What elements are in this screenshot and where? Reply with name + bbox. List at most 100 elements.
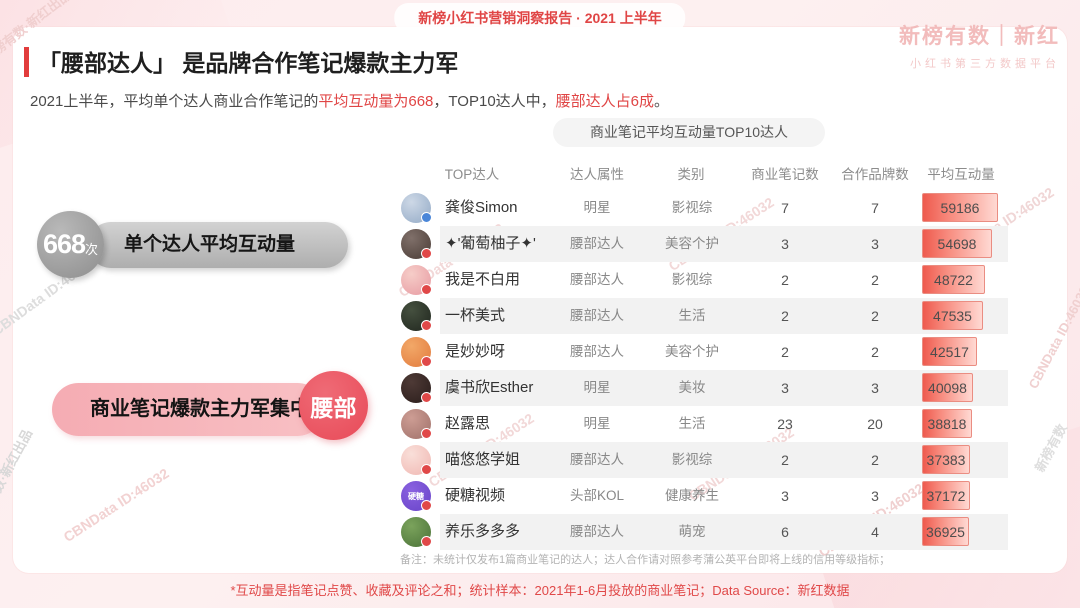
table-row-stripe xyxy=(440,370,1008,406)
statement-highlight: 腰部 xyxy=(310,394,357,421)
daren-name: 养乐多多多 xyxy=(445,523,521,540)
page-footer-note: *互动量是指笔记点赞、收藏及评论之和；统计样本：2021年1-6月投放的商业笔记… xyxy=(230,583,850,598)
title-accent-bar xyxy=(24,47,29,77)
notes-count: 3 xyxy=(781,380,789,396)
daren-type: 腰部达人 xyxy=(570,272,624,287)
avatar-badge-icon xyxy=(421,464,432,475)
engagement-bar: 37172 xyxy=(922,481,970,510)
notes-count: 2 xyxy=(781,344,789,360)
table-header-engagement: 平均互动量 xyxy=(927,167,995,182)
subtitle-text: 2021上半年，平均单个达人商业合作笔记的 xyxy=(30,93,319,110)
avatar-badge-icon xyxy=(421,500,432,511)
subtitle-highlight: 平均互动量为668 xyxy=(318,93,434,110)
subtitle: 2021上半年，平均单个达人商业合作笔记的平均互动量为668，TOP10达人中，… xyxy=(30,90,669,111)
brands-count: 2 xyxy=(871,452,879,468)
statement-pill xyxy=(52,383,324,436)
metric-unit: 次 xyxy=(85,242,99,257)
avatar-badge-icon xyxy=(421,392,432,403)
subtitle-highlight: 腰部达人占6成 xyxy=(555,93,654,110)
statement-text: 商业笔记爆款主力军集中在 xyxy=(90,398,330,420)
brands-count: 3 xyxy=(871,488,879,504)
engagement-bar: 47535 xyxy=(922,301,983,330)
engagement-bar: 48722 xyxy=(922,265,985,294)
notes-count: 3 xyxy=(781,236,789,252)
brands-count: 20 xyxy=(867,416,883,432)
daren-name: 是妙妙呀 xyxy=(445,343,506,360)
notes-count: 23 xyxy=(777,416,793,432)
daren-type: 腰部达人 xyxy=(570,344,624,359)
statement-highlight-circle: 腰部 xyxy=(299,371,368,440)
brands-count: 2 xyxy=(871,344,879,360)
avatar-badge-icon xyxy=(421,212,432,223)
daren-category: 萌宠 xyxy=(678,524,706,539)
table-header-notes: 商业笔记数 xyxy=(751,167,819,182)
avatar-badge-icon xyxy=(421,428,432,439)
table-header-type: 达人属性 xyxy=(570,167,624,182)
daren-type: 腰部达人 xyxy=(570,524,624,539)
daren-name: 一杯美式 xyxy=(445,307,506,324)
engagement-bar: 59186 xyxy=(922,193,998,222)
daren-category: 美容个护 xyxy=(665,344,719,359)
daren-category: 影视综 xyxy=(671,452,713,467)
metric-pill xyxy=(88,222,348,268)
engagement-bar: 36925 xyxy=(922,517,969,546)
metric-label: 单个达人平均互动量 xyxy=(124,234,296,255)
subtitle-text: ，TOP10达人中， xyxy=(433,93,556,110)
notes-count: 6 xyxy=(781,524,789,540)
daren-type: 明星 xyxy=(583,200,611,215)
daren-category: 生活 xyxy=(678,416,706,431)
daren-category: 健康养生 xyxy=(665,488,719,503)
engagement-bar: 37383 xyxy=(922,445,970,474)
table-footnote: 备注：未统计仅发布1篇商业笔记的达人；达人合作请对照参考蒲公英平台即将上线的信用… xyxy=(400,554,891,566)
brand-logo-block: 新榜有数｜新红 小红书第三方数据平台 xyxy=(899,20,1060,71)
daren-name: 虞书欣Esther xyxy=(445,379,534,396)
notes-count: 2 xyxy=(781,308,789,324)
avatar-badge-icon xyxy=(421,536,432,547)
notes-count: 3 xyxy=(781,488,789,504)
table-header-top-daren: TOP达人 xyxy=(444,167,500,182)
daren-category: 影视综 xyxy=(671,272,713,287)
daren-type: 腰部达人 xyxy=(570,236,624,251)
daren-name: 龚俊Simon xyxy=(445,199,518,216)
daren-type: 头部KOL xyxy=(569,488,624,503)
daren-category: 美容个护 xyxy=(665,236,719,251)
avatar-badge-icon xyxy=(421,248,432,259)
daren-category: 影视综 xyxy=(671,200,713,215)
brands-count: 2 xyxy=(871,308,879,324)
brands-count: 2 xyxy=(871,272,879,288)
avatar-badge-icon xyxy=(421,284,432,295)
table-row-stripe xyxy=(440,298,1008,334)
daren-type: 明星 xyxy=(583,380,611,395)
daren-name: ✦'葡萄柚子✦' xyxy=(445,235,536,252)
engagement-bar: 40098 xyxy=(922,373,973,402)
table-row-stripe xyxy=(440,514,1008,550)
subtitle-text: 。 xyxy=(654,93,670,110)
notes-count: 7 xyxy=(781,200,789,216)
brands-count: 3 xyxy=(871,236,879,252)
table-header-brands: 合作品牌数 xyxy=(841,167,909,182)
daren-category: 生活 xyxy=(678,308,706,323)
daren-name: 我是不白用 xyxy=(445,271,521,288)
daren-type: 腰部达人 xyxy=(570,452,624,467)
brand-logo: 新榜有数｜新红 xyxy=(899,25,1060,48)
avatar-badge-icon xyxy=(421,356,432,367)
brands-count: 4 xyxy=(871,524,879,540)
brands-count: 7 xyxy=(871,200,879,216)
metric-value: 668 xyxy=(42,229,86,259)
table-row-stripe xyxy=(440,442,1008,478)
table-row-stripe xyxy=(440,226,1008,262)
engagement-bar: 54698 xyxy=(922,229,992,258)
daren-name: 喵悠悠学姐 xyxy=(445,451,521,468)
notes-count: 2 xyxy=(781,452,789,468)
report-banner: 新榜小红书营销洞察报告 · 2021 上半年 xyxy=(394,3,686,33)
daren-category: 美妆 xyxy=(678,380,706,395)
brand-tagline: 小红书第三方数据平台 xyxy=(910,58,1060,70)
brands-count: 3 xyxy=(871,380,879,396)
daren-name: 硬糖视频 xyxy=(445,487,506,504)
engagement-bar: 38818 xyxy=(922,409,972,438)
avatar-badge-icon xyxy=(421,320,432,331)
notes-count: 2 xyxy=(781,272,789,288)
page-title: 「腰部达人」 是品牌合作笔记爆款主力军 xyxy=(38,50,459,76)
